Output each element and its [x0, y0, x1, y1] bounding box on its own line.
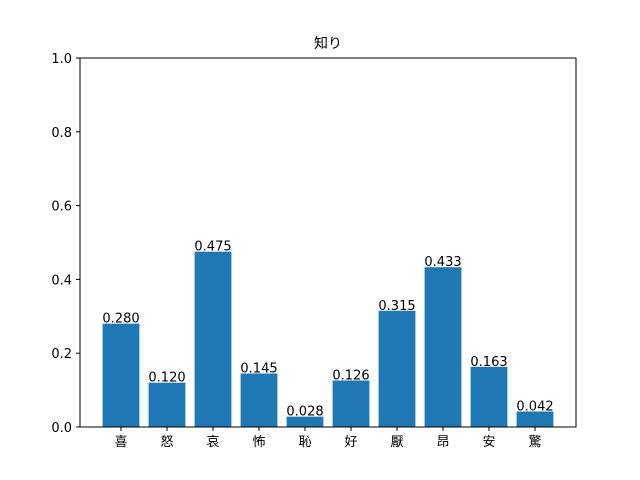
bar-3: [240, 373, 278, 427]
x-tick-label-4: 恥: [298, 435, 311, 450]
x-axis: 喜怒哀怖恥好厭昂安驚: [114, 427, 542, 450]
x-tick-label-1: 怒: [160, 435, 173, 450]
x-tick-label-6: 厭: [390, 435, 403, 450]
data-label-9: 0.042: [516, 400, 553, 415]
data-label-6: 0.315: [378, 299, 415, 314]
data-label-2: 0.475: [194, 240, 231, 255]
data-label-0: 0.280: [102, 312, 139, 327]
data-label-1: 0.120: [148, 371, 185, 386]
y-tick-label-0: 0.0: [51, 421, 72, 436]
data-label-4: 0.028: [286, 405, 323, 420]
bar-2: [194, 251, 232, 427]
y-tick-label-5: 1.0: [51, 52, 72, 67]
data-label-3: 0.145: [240, 362, 277, 377]
y-tick-label-2: 0.4: [51, 273, 72, 288]
y-tick-label-1: 0.2: [51, 347, 72, 362]
data-label-5: 0.126: [332, 369, 369, 384]
bar-6: [378, 310, 416, 427]
bar-7: [424, 267, 462, 427]
bar-4: [286, 416, 324, 427]
data-label-7: 0.433: [424, 255, 461, 270]
data-labels-group: 0.280 0.120 0.475 0.145 0.028 0.126 0.315 0.433…: [102, 240, 553, 420]
y-tick-label-3: 0.6: [51, 200, 72, 215]
bars-group: [102, 251, 554, 427]
bar-0: [102, 323, 140, 427]
y-axis: 0.0 0.2 0.4 0.6 0.8 1.0: [51, 52, 80, 436]
x-tick-label-0: 喜: [114, 435, 127, 450]
bar-1: [148, 382, 186, 427]
plot-frame: [79, 57, 577, 428]
data-label-8: 0.163: [470, 355, 507, 370]
chart-title: 知り: [314, 35, 342, 52]
x-tick-label-2: 哀: [206, 435, 219, 450]
x-tick-label-8: 安: [482, 435, 495, 450]
x-tick-label-5: 好: [344, 435, 357, 450]
x-tick-label-7: 昂: [436, 435, 449, 450]
bar-8: [470, 366, 508, 427]
bar-5: [332, 380, 370, 427]
bar-9: [516, 411, 554, 427]
x-tick-label-9: 驚: [528, 434, 541, 450]
x-tick-label-3: 怖: [252, 434, 265, 450]
y-tick-label-4: 0.8: [51, 126, 72, 141]
